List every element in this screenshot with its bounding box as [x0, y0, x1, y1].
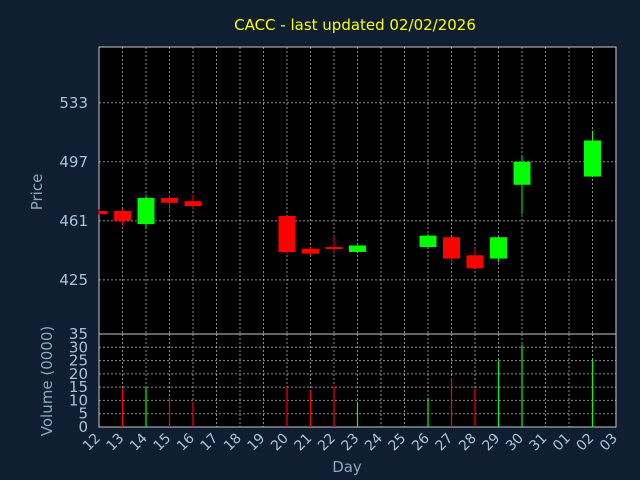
x-tick-label: 16: [174, 430, 198, 454]
x-tick-label: 18: [221, 430, 245, 454]
price-panel: [98, 46, 617, 335]
volume-tick-label: 20: [69, 365, 88, 383]
candle-body: [466, 255, 484, 269]
candle-body: [513, 161, 531, 185]
candle-body: [490, 237, 507, 259]
volume-tick-label: 0: [78, 418, 88, 436]
candle-body: [349, 245, 366, 252]
volume-tick-label: 5: [78, 405, 88, 423]
x-tick-label: 22: [315, 430, 339, 454]
candle-body: [325, 247, 343, 250]
volume-tick-label: 35: [69, 325, 88, 343]
volume-tick-label: 15: [69, 378, 88, 396]
candle-body: [584, 140, 601, 177]
x-axis-label: Day: [332, 458, 362, 476]
candle-body: [302, 248, 319, 254]
candle-body: [443, 237, 460, 259]
candle-body: [114, 211, 131, 221]
volume-tick-label: 25: [69, 352, 88, 370]
x-tick-labels: 12 13 14 15 16 17 18 19 20 21 22 23 24 25 26 27 28 29 30 31…: [80, 430, 621, 454]
volume-axis-label: Volume (0000): [38, 326, 56, 436]
x-tick-label: 29: [479, 430, 503, 454]
x-tick-label: 15: [150, 430, 174, 454]
candle-body: [184, 201, 202, 207]
price-tick-label: 533: [59, 94, 88, 112]
x-tick-label: 31: [526, 430, 550, 454]
x-tick-label: 26: [409, 430, 433, 454]
x-tick-label: 21: [291, 430, 315, 454]
price-tick-label: 497: [59, 153, 88, 171]
candle-body: [419, 235, 437, 248]
x-tick-label: 13: [103, 430, 127, 454]
chart-title: CACC - last updated 02/02/2026: [234, 16, 476, 34]
x-tick-label: 27: [432, 430, 456, 454]
x-tick-label: 25: [385, 430, 409, 454]
x-tick-label: 17: [197, 430, 221, 454]
x-tick-label: 24: [362, 430, 386, 454]
candles: [98, 130, 601, 269]
candle-body: [161, 197, 178, 203]
price-tick-label: 425: [59, 271, 88, 289]
volume-tick-label: 30: [69, 338, 88, 356]
price-tick-labels: 425 461 497 533: [59, 94, 88, 289]
x-tick-label: 02: [573, 430, 597, 454]
candle-body: [137, 197, 155, 225]
x-tick-label: 19: [244, 430, 268, 454]
x-tick-label: 30: [503, 430, 527, 454]
x-tick-label: 20: [268, 430, 292, 454]
x-tick-label: 01: [550, 430, 574, 454]
x-tick-label: 23: [338, 430, 362, 454]
candle-body: [278, 215, 296, 252]
x-tick-label: 14: [127, 430, 151, 454]
candle-body: [99, 211, 108, 215]
volume-bars: [121, 344, 594, 427]
x-tick-label: 28: [456, 430, 480, 454]
price-tick-label: 461: [59, 212, 88, 230]
volume-tick-label: 10: [69, 391, 88, 409]
price-axis-label: Price: [28, 174, 46, 211]
x-tick-label: 03: [597, 430, 621, 454]
